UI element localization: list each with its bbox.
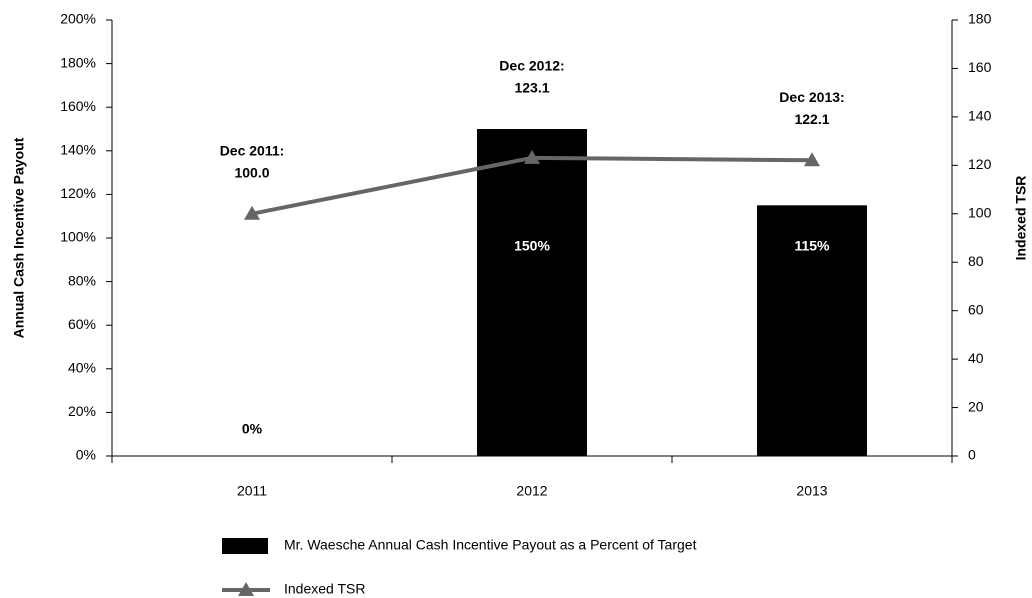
legend-label: Indexed TSR [284, 581, 365, 597]
legend-swatch [222, 538, 268, 554]
y-tick-label: 100% [60, 229, 96, 245]
y2-tick-label: 40 [968, 350, 984, 366]
x-tick-label: 2013 [796, 483, 827, 499]
y-tick-label: 40% [68, 360, 96, 376]
legend-label: Mr. Waesche Annual Cash Incentive Payout… [284, 537, 697, 553]
y2-tick-label: 160 [968, 59, 992, 75]
y-tick-label: 200% [60, 11, 96, 27]
y2-tick-label: 100 [968, 204, 992, 220]
y-tick-label: 120% [60, 185, 96, 201]
y-tick-label: 20% [68, 403, 96, 419]
y2-tick-label: 140 [968, 108, 992, 124]
y-tick-label: 0% [76, 447, 96, 463]
point-value-label: 100.0 [234, 164, 269, 180]
y-tick-label: 180% [60, 54, 96, 70]
point-value-label: 122.1 [794, 111, 829, 127]
marker [804, 152, 820, 167]
y-axis-title: Annual Cash Incentive Payout [11, 137, 27, 338]
bar-label: 150% [514, 237, 550, 253]
y2-tick-label: 20 [968, 398, 984, 414]
y-tick-label: 140% [60, 142, 96, 158]
point-value-label: 123.1 [514, 80, 549, 96]
x-tick-label: 2011 [237, 483, 267, 499]
bar-label: 0% [242, 421, 263, 437]
bar-label: 115% [794, 237, 830, 253]
bar [757, 205, 867, 456]
y-tick-label: 60% [68, 316, 96, 332]
y-tick-label: 160% [60, 98, 96, 114]
y2-tick-label: 120 [968, 156, 992, 172]
y2-tick-label: 0 [968, 447, 976, 463]
bar [477, 129, 587, 456]
x-tick-label: 2012 [516, 483, 547, 499]
y2-tick-label: 60 [968, 301, 984, 317]
y2-tick-label: 80 [968, 253, 984, 269]
point-label: Dec 2011: [220, 142, 285, 158]
y2-tick-label: 180 [968, 11, 992, 27]
marker [244, 205, 260, 220]
legend-marker [238, 582, 254, 596]
y-tick-label: 80% [68, 272, 96, 288]
y2-axis-title: Indexed TSR [1013, 176, 1029, 261]
marker [524, 149, 540, 164]
point-label: Dec 2013: [779, 89, 844, 105]
point-label: Dec 2012: [499, 58, 564, 74]
